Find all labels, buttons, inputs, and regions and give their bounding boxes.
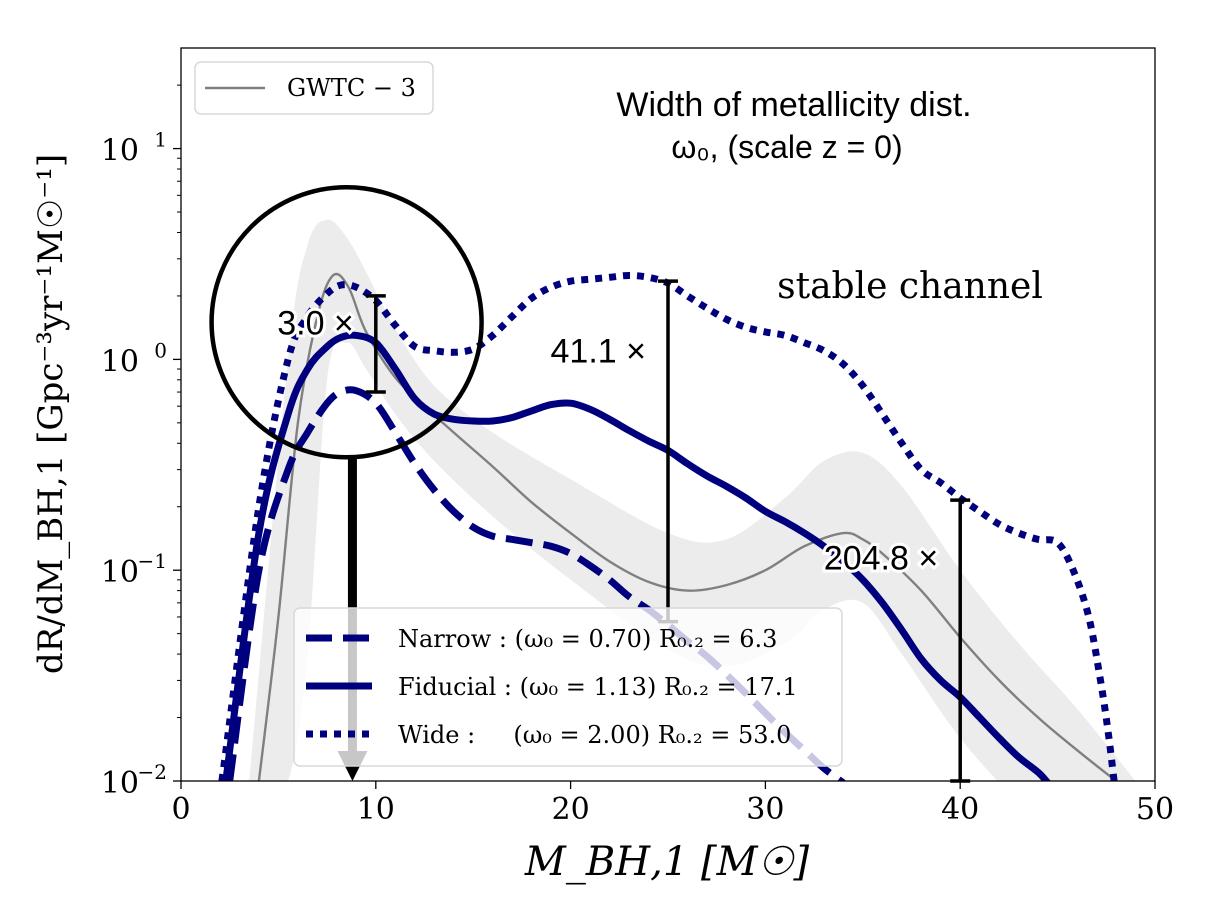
plot-frame [180, 47, 1156, 782]
y-tick-exponent-3: 1 [154, 128, 167, 152]
y-tick-label-2: 10 [101, 344, 139, 379]
legend-bottom: Narrow : (ω₀ = 0.70) R₀.₂ = 6.3 Fiducial… [293, 607, 843, 767]
channel-label: stable channel [777, 266, 1043, 307]
chart-subtitle: ω₀, (scale z = 0) [671, 129, 902, 165]
series-line-gwtc-3 [257, 272, 1117, 781]
y-tick-label-1: 10 [101, 555, 139, 590]
x-tick-label-30: 30 [746, 792, 784, 827]
y-tick-label-0: 10 [101, 766, 139, 801]
annotation-layer: 3.0 × 41.1 × 204.8 × [209, 185, 971, 783]
x-axis-label: M_BH,1 [M☉] [524, 839, 810, 885]
legend-top: GWTC − 3 [194, 61, 434, 115]
x-tick-label-50: 50 [1136, 792, 1174, 827]
series-line-fiducial [222, 331, 1051, 781]
ratio-label-1: 3.0 × [277, 304, 354, 342]
gwtc-band-area [249, 219, 1136, 781]
legend-top-frame [194, 61, 434, 115]
y-tick-label-3: 10 [101, 134, 139, 169]
ratio-label-2: 41.1 × [551, 333, 646, 371]
ratio-label-3: 204.8 × [824, 539, 938, 577]
gwtc-uncertainty-band [249, 219, 1136, 781]
series-line-wide [218, 272, 1118, 781]
y-tick-exponent-2: 0 [154, 338, 167, 362]
y-tick-exponent-1: −1 [138, 549, 167, 573]
y-tick-exponent-0: −2 [138, 760, 167, 784]
legend-bottom-frame [293, 607, 843, 767]
legend-label-gwtc: GWTC − 3 [287, 74, 416, 102]
chart-title: Width of metallicity dist. [616, 86, 971, 124]
legend-label-narrow: Narrow : (ω₀ = 0.70) R₀.₂ = 6.3 [398, 625, 777, 653]
x-tick-label-20: 20 [552, 792, 590, 827]
x-tick-label-10: 10 [357, 792, 395, 827]
legend-label-wide: Wide : (ω₀ = 2.00) R₀.₂ = 53.0 [398, 721, 791, 749]
y-axis-label: dR/dM_BH,1 [Gpc⁻³yr⁻¹M☉⁻¹] [31, 154, 71, 674]
highlight-circle [209, 185, 484, 460]
x-tick-label-40: 40 [941, 792, 979, 827]
legend-label-fiducial: Fiducial : (ω₀ = 1.13) R₀.₂ = 17.1 [398, 673, 798, 701]
x-tick-label-0: 0 [171, 792, 190, 827]
